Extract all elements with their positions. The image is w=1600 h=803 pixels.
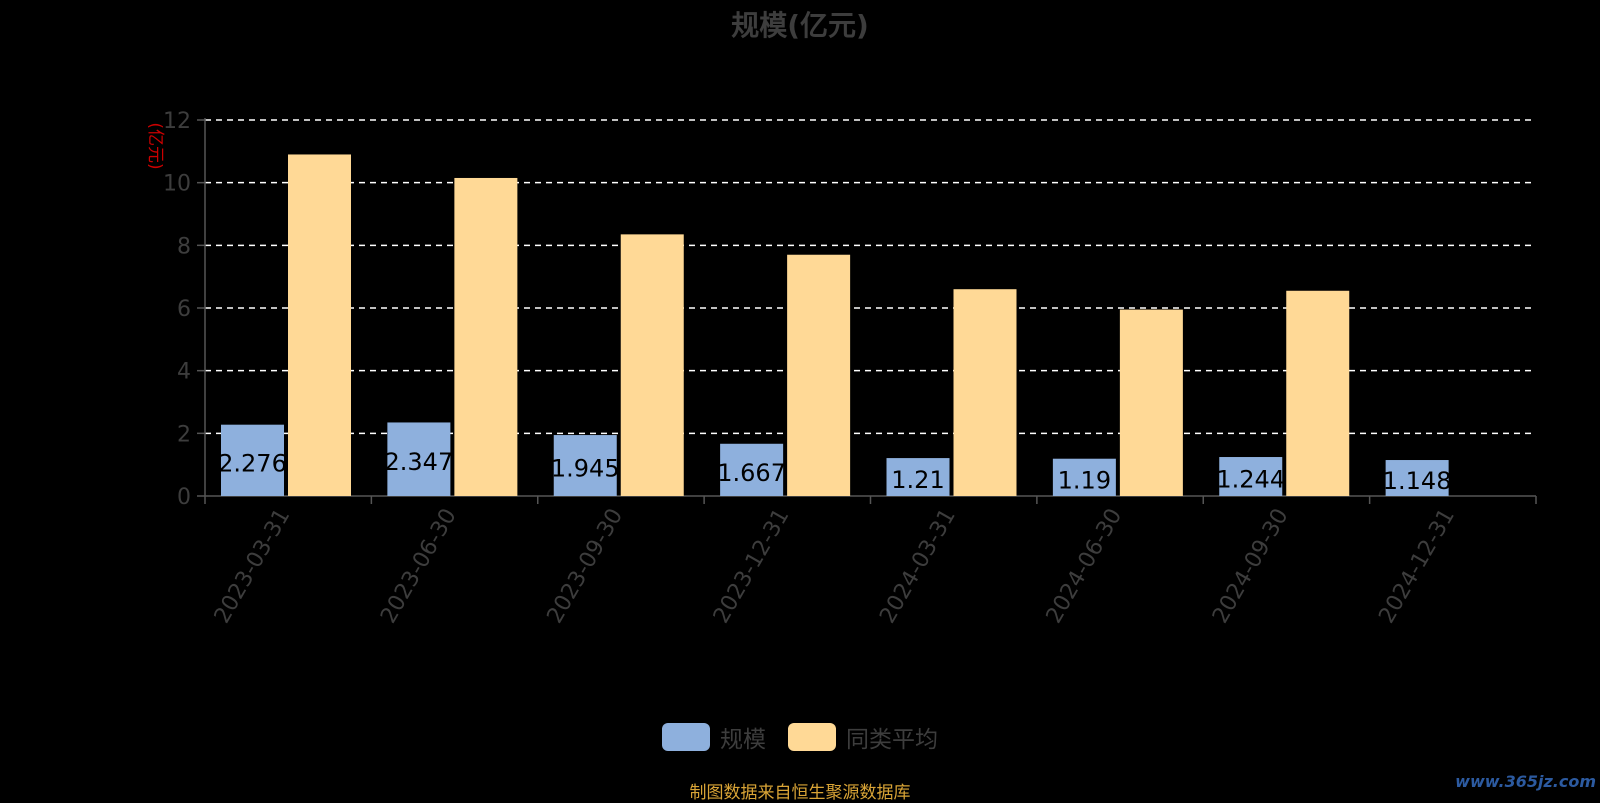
y-tick-label: 2 xyxy=(177,422,191,447)
x-tick-label: 2023-06-30 xyxy=(376,505,462,628)
legend-swatch-average xyxy=(788,723,836,751)
bar-average xyxy=(953,289,1017,496)
bar-average xyxy=(620,234,684,496)
bar-scale xyxy=(720,443,784,496)
bar-scale xyxy=(1385,460,1449,496)
legend-item-scale[interactable]: 规模 xyxy=(662,720,766,754)
x-tick-label: 2024-06-30 xyxy=(1042,505,1128,628)
bar-average xyxy=(1286,290,1350,496)
data-label: 1.945 xyxy=(551,455,620,483)
data-label: 1.244 xyxy=(1216,466,1285,494)
watermark: www.365jz.com xyxy=(1455,772,1596,791)
bar-scale xyxy=(221,424,284,496)
data-label: 1.148 xyxy=(1383,467,1452,495)
bar-scale xyxy=(1052,458,1116,496)
bar-scale xyxy=(1219,457,1283,496)
data-label: 1.21 xyxy=(891,466,944,494)
x-tick-label: 2023-09-30 xyxy=(543,505,629,628)
y-tick-label: 8 xyxy=(177,234,191,259)
x-tick-label: 2024-09-30 xyxy=(1208,505,1294,628)
source-note: 制图数据来自恒生聚源数据库 xyxy=(689,783,911,803)
legend-item-average[interactable]: 同类平均 xyxy=(788,720,938,754)
y-tick-label: 6 xyxy=(177,297,191,322)
legend-swatch-scale xyxy=(662,723,710,751)
bar-average xyxy=(787,254,851,496)
data-label: 1.667 xyxy=(717,459,786,487)
y-tick-label: 4 xyxy=(177,360,191,385)
data-label: 2.347 xyxy=(385,448,454,476)
bar-scale xyxy=(387,422,451,496)
legend-label-average: 同类平均 xyxy=(846,727,938,753)
y-axis-unit-label: (亿元) xyxy=(145,122,165,169)
data-label: 2.276 xyxy=(218,449,287,477)
bar-average xyxy=(454,177,518,496)
y-tick-label: 10 xyxy=(163,172,191,197)
x-tick-label: 2024-12-31 xyxy=(1374,505,1460,628)
bar-average xyxy=(288,154,351,496)
bar-scale xyxy=(553,435,617,496)
x-tick-label: 2023-12-31 xyxy=(709,505,795,628)
legend: 规模 同类平均 xyxy=(0,720,1600,754)
bar-average xyxy=(1119,309,1183,496)
x-tick-label: 2023-03-31 xyxy=(210,505,296,628)
legend-label-scale: 规模 xyxy=(720,727,766,753)
data-label: 1.19 xyxy=(1058,466,1111,494)
y-tick-label: 0 xyxy=(177,485,191,510)
bar-scale xyxy=(886,458,950,496)
chart-title: 规模(亿元) xyxy=(731,9,869,42)
y-tick-label: 12 xyxy=(163,109,191,134)
x-tick-label: 2024-03-31 xyxy=(875,505,961,628)
